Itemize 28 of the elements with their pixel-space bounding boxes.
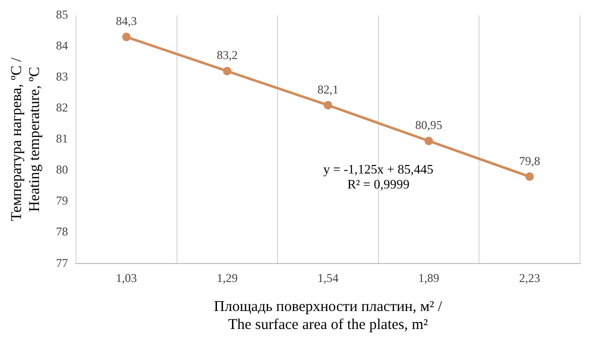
y-tick-label: 80 <box>56 162 68 177</box>
y-tick-label: 82 <box>56 100 68 115</box>
x-axis-title: Площадь поверхности пластин, м² / The surface area of the plates, m² <box>214 298 443 333</box>
point <box>324 100 332 110</box>
y-tick-label: 79 <box>56 194 68 208</box>
data-label: 83,2 <box>216 48 238 62</box>
point <box>222 66 232 76</box>
y-tick-label: 85 <box>56 7 68 22</box>
x-tick-label: 1,03 <box>116 270 137 285</box>
point <box>424 136 434 146</box>
point <box>525 172 534 181</box>
data-label: 80,95 <box>415 118 442 132</box>
data-label: 82,1 <box>318 82 338 96</box>
point <box>122 32 131 42</box>
x-tick-label: 2,23 <box>519 270 540 285</box>
annotation: R² = 0,9999 <box>347 176 410 192</box>
y-axis-title: Температура нагрева, ºC / Heating temperature, ºC <box>8 56 43 222</box>
y-tick-label: 77 <box>56 256 68 270</box>
y-tick-label: 83 <box>56 69 68 84</box>
x-tick-label: 1,29 <box>216 270 238 285</box>
y-tick-label: 78 <box>56 224 68 239</box>
x-tick-label: 1,54 <box>318 270 338 285</box>
y-tick-label: 81 <box>56 132 68 146</box>
data-label: 79,8 <box>519 154 540 168</box>
annotation: y = -1,125x + 85,445 <box>323 162 434 177</box>
y-tick-label: 84 <box>56 38 68 52</box>
x-tick-label: 1,89 <box>418 270 440 285</box>
data-label: 84,3 <box>116 14 137 28</box>
